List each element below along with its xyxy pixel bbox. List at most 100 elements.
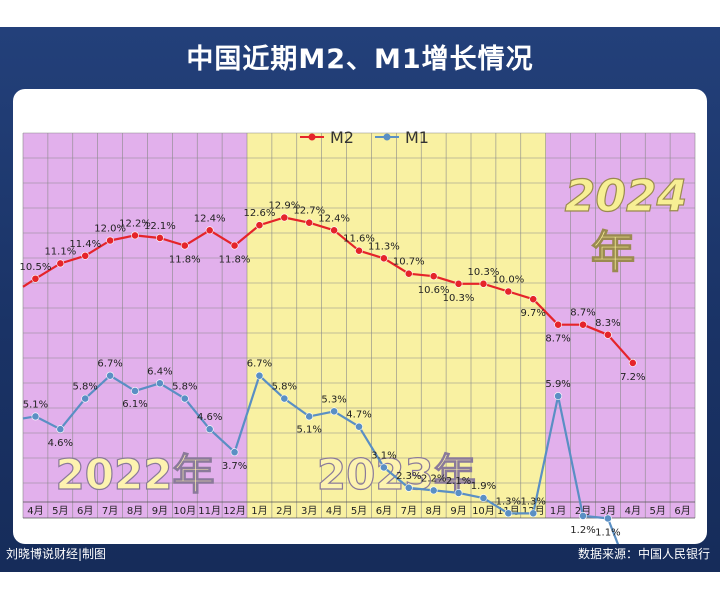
year-band-0 <box>23 133 247 518</box>
data-label-M1-11: 5.1% <box>297 424 322 435</box>
data-point-M2-5 <box>155 234 164 242</box>
year-label-2022年: 2022年 <box>56 450 215 499</box>
data-label-M1-19: 1.3% <box>496 496 521 507</box>
legend-marker-0 <box>308 133 316 141</box>
x-tick-label: 9月 <box>152 505 168 517</box>
data-point-M1-10 <box>280 394 289 403</box>
x-tick-label: 11月 <box>198 505 221 517</box>
data-label-M1-18: 1.9% <box>471 481 496 492</box>
data-label-M1-4: 6.1% <box>122 399 147 410</box>
x-tick-label: 5月 <box>351 505 367 517</box>
data-label-M1-8: 3.7% <box>222 461 247 472</box>
data-point-M2-2 <box>81 251 90 260</box>
x-tick-label: 1月 <box>251 505 267 517</box>
data-point-M2-24 <box>628 358 637 367</box>
data-label-M1-10: 5.8% <box>272 382 297 393</box>
data-label-M1-7: 4.6% <box>197 412 222 423</box>
data-label-M2-19: 10.0% <box>492 275 524 286</box>
poster-background: 中国近期M2、M1增长情况 4月 5月 6月 7月 8月 9月 10月 11月 12月 1月 2月 3… <box>0 27 720 572</box>
data-label-M1-12: 5.3% <box>321 394 346 405</box>
data-point-M1-5 <box>155 379 164 388</box>
data-point-M1-22 <box>579 511 587 520</box>
data-label-M1-20: 1.3% <box>521 496 546 507</box>
legend-label-0: M2 <box>330 128 354 147</box>
year-label-2024-char: 年 <box>591 227 635 278</box>
data-label-M1-3: 6.7% <box>97 359 122 370</box>
data-label-M2-16: 10.6% <box>418 285 450 296</box>
x-tick-label: 4月 <box>326 505 342 517</box>
data-point-M2-17 <box>454 279 463 288</box>
x-tick-label: 4月 <box>625 505 641 517</box>
data-point-M1-1 <box>56 425 65 434</box>
data-label-M2-9: 12.6% <box>244 208 276 219</box>
x-tick-label: 6月 <box>674 505 690 517</box>
data-point-M1-23 <box>603 514 612 523</box>
data-point-M2-16 <box>429 272 438 281</box>
data-point-M2-15 <box>404 269 413 278</box>
legend-marker-1 <box>383 133 391 141</box>
data-label-M1-23: 1.1% <box>595 527 620 538</box>
data-label-M1-15: 2.3% <box>396 471 421 482</box>
data-point-M2-23 <box>603 330 612 339</box>
source-text: 数据来源：中国人民银行 <box>577 547 710 561</box>
data-point-M2-7 <box>205 226 214 235</box>
data-point-M2-19 <box>504 287 513 296</box>
x-tick-label: 5月 <box>52 505 68 517</box>
data-label-M2-3: 12.0% <box>94 224 126 235</box>
data-point-M1-3 <box>106 371 115 380</box>
data-label-M2-21: 8.7% <box>545 334 570 345</box>
x-tick-label: 12月 <box>223 505 246 517</box>
data-label-M1-6: 5.8% <box>172 382 197 393</box>
data-label-M2-5: 12.1% <box>144 221 176 232</box>
data-label-M1-2: 5.8% <box>73 382 98 393</box>
data-label-M2-13: 11.6% <box>343 234 375 245</box>
data-point-M2-9 <box>255 221 264 230</box>
data-point-M1-19 <box>504 509 513 518</box>
data-point-M1-8 <box>230 448 239 457</box>
data-label-M2-22: 8.7% <box>570 308 595 319</box>
data-point-M1-4 <box>131 387 139 395</box>
data-label-M1-22: 1.2% <box>570 525 595 536</box>
data-label-M2-2: 11.4% <box>69 239 101 250</box>
x-tick-label: 5月 <box>649 505 665 517</box>
data-point-M2-3 <box>106 236 115 245</box>
data-label-M1-5: 6.4% <box>147 366 172 377</box>
data-label-M2-12: 12.4% <box>318 213 350 224</box>
x-tick-label: 6月 <box>77 505 93 517</box>
x-tick-label: 3月 <box>301 505 317 517</box>
data-point-M1-18 <box>479 494 488 502</box>
year-label-2023年: 2023年 <box>317 450 476 499</box>
data-point-M1-2 <box>81 394 90 403</box>
x-tick-label: 8月 <box>425 505 441 517</box>
data-point-M2-8 <box>230 241 239 250</box>
x-tick-label: 10月 <box>173 505 196 517</box>
chart-card: 4月 5月 6月 7月 8月 9月 10月 11月 12月 1月 2月 3月 4月 5月 6月 7月 8月 9月 1… <box>13 89 707 544</box>
x-tick-label: 9月 <box>450 505 466 517</box>
data-point-M2-13 <box>355 246 363 255</box>
data-label-M2-17: 10.3% <box>443 293 475 304</box>
data-point-M1-16 <box>429 486 438 495</box>
data-point-M2-1 <box>56 259 65 268</box>
data-label-M1-13: 4.7% <box>346 410 371 421</box>
data-label-M2-7: 12.4% <box>194 213 226 224</box>
x-tick-label: 6月 <box>376 505 392 517</box>
x-tick-label: 8月 <box>127 505 143 517</box>
data-point-M1-11 <box>305 412 314 421</box>
data-label-M1-17: 2.1% <box>446 476 471 487</box>
data-label-M2-10: 12.9% <box>268 201 300 212</box>
data-label-M2-1: 11.1% <box>44 246 76 257</box>
data-label-M1-14: 3.1% <box>371 450 396 461</box>
x-tick-label: 4月 <box>27 505 43 517</box>
credit-text: 刘晓博说财经|制图 <box>6 547 107 561</box>
data-label-M2-8: 11.8% <box>219 255 251 266</box>
data-point-M1-9 <box>255 371 264 380</box>
data-label-M2-23: 8.3% <box>595 318 620 329</box>
data-point-M2-14 <box>379 254 388 263</box>
year-label-2024-digits: 2024 <box>565 171 687 222</box>
data-label-M2-14: 11.3% <box>368 241 400 252</box>
data-label-M2-4: 12.2% <box>119 218 151 229</box>
data-label-M2-18: 10.3% <box>468 267 500 278</box>
data-label-M2-11: 12.7% <box>293 206 325 217</box>
data-label-M1-0: 5.1% <box>23 399 48 410</box>
data-point-M2-0 <box>31 274 40 283</box>
